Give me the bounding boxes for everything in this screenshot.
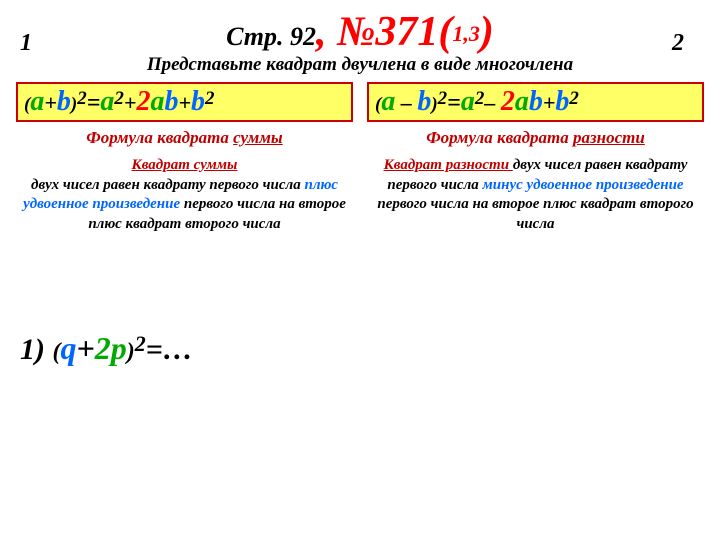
header-prefix: Стр. 92 [226,22,316,51]
task-num: 1) [20,333,53,366]
fL-ab-a: a [150,86,164,117]
formulas-row: (a+b)2=a2+2ab+b2 (a – b)2=a2– 2ab+b2 [0,82,720,122]
task-sq: 2 [135,331,146,356]
desc-diff: Квадрат разности двух чисел равен квадра… [367,156,704,234]
fL-eq: = [87,90,101,116]
labelR-u: разности [573,128,645,147]
formula-sum: (a+b)2=a2+2ab+b2 [16,82,353,122]
task-p: p [111,330,127,366]
task-open: ( [53,339,61,365]
header-sub: 1,3 [452,21,480,46]
task-eq: =… [146,333,193,366]
task-close: ) [127,339,135,365]
fR-b: b [417,86,431,117]
task-plus: + [77,330,95,366]
fR-minus2: – [484,90,501,115]
corner-number-right: 2 [672,30,684,57]
fR-coef: 2 [501,86,515,117]
fL-a2: a [100,86,114,117]
labels-row: Формула квадрата суммы Формула квадрата … [0,128,720,148]
header-close: ) [480,9,494,55]
labelR-text: Формула квадрата [426,128,573,147]
fR-sq3: 2 [569,88,579,109]
fR-minus: – [395,90,417,115]
fL-b2: b [191,86,205,117]
fR-plus3: + [543,90,556,115]
fL-plus: + [44,90,57,115]
fR-sq2: 2 [475,88,485,109]
label-sum: Формула квадрата суммы [16,128,353,148]
fR-a2: a [461,86,475,117]
descR-head: Квадрат разности [384,157,513,173]
fL-plus2: + [124,90,137,115]
descL-head: Квадрат суммы [132,157,238,173]
fL-sq3: 2 [205,88,215,109]
fR-b2: b [555,86,569,117]
task-two: 2 [95,330,111,366]
fL-sq: 2 [77,88,87,109]
fL-coef: 2 [136,86,150,117]
fL-a: a [30,86,44,117]
labelL-u: суммы [233,128,283,147]
header-comma: , [316,9,337,55]
subtitle: Представьте квадрат двучлена в виде мног… [0,54,720,76]
corner-number-left: 1 [20,30,32,57]
fL-plus3: + [178,90,191,115]
header-number: №371( [337,9,452,55]
fL-b: b [57,86,71,117]
descL-l1: двух чисел равен квадрату первого числа [31,177,304,193]
fR-eq: = [447,90,461,116]
fL-ab-b: b [164,86,178,117]
fR-a: a [381,86,395,117]
descR-l2: первого числа на второе плюс квадрат вто… [377,196,693,232]
fR-sq: 2 [438,88,448,109]
descR-blue: минус удвоенное произведение [483,177,684,193]
task-expression: 1) (q+2p)2=… [20,330,193,367]
labelL-text: Формула квадрата [86,128,233,147]
label-diff: Формула квадрата разности [367,128,704,148]
fL-sq2: 2 [114,88,124,109]
fR-ab-a: a [515,86,529,117]
page-header: Стр. 92, №371(1,3) [0,0,720,56]
formula-diff: (a – b)2=a2– 2ab+b2 [367,82,704,122]
task-q: q [61,330,77,366]
descriptions-row: Квадрат суммы двух чисел равен квадрату … [0,156,720,234]
fR-ab-b: b [529,86,543,117]
desc-sum: Квадрат суммы двух чисел равен квадрату … [16,156,353,234]
